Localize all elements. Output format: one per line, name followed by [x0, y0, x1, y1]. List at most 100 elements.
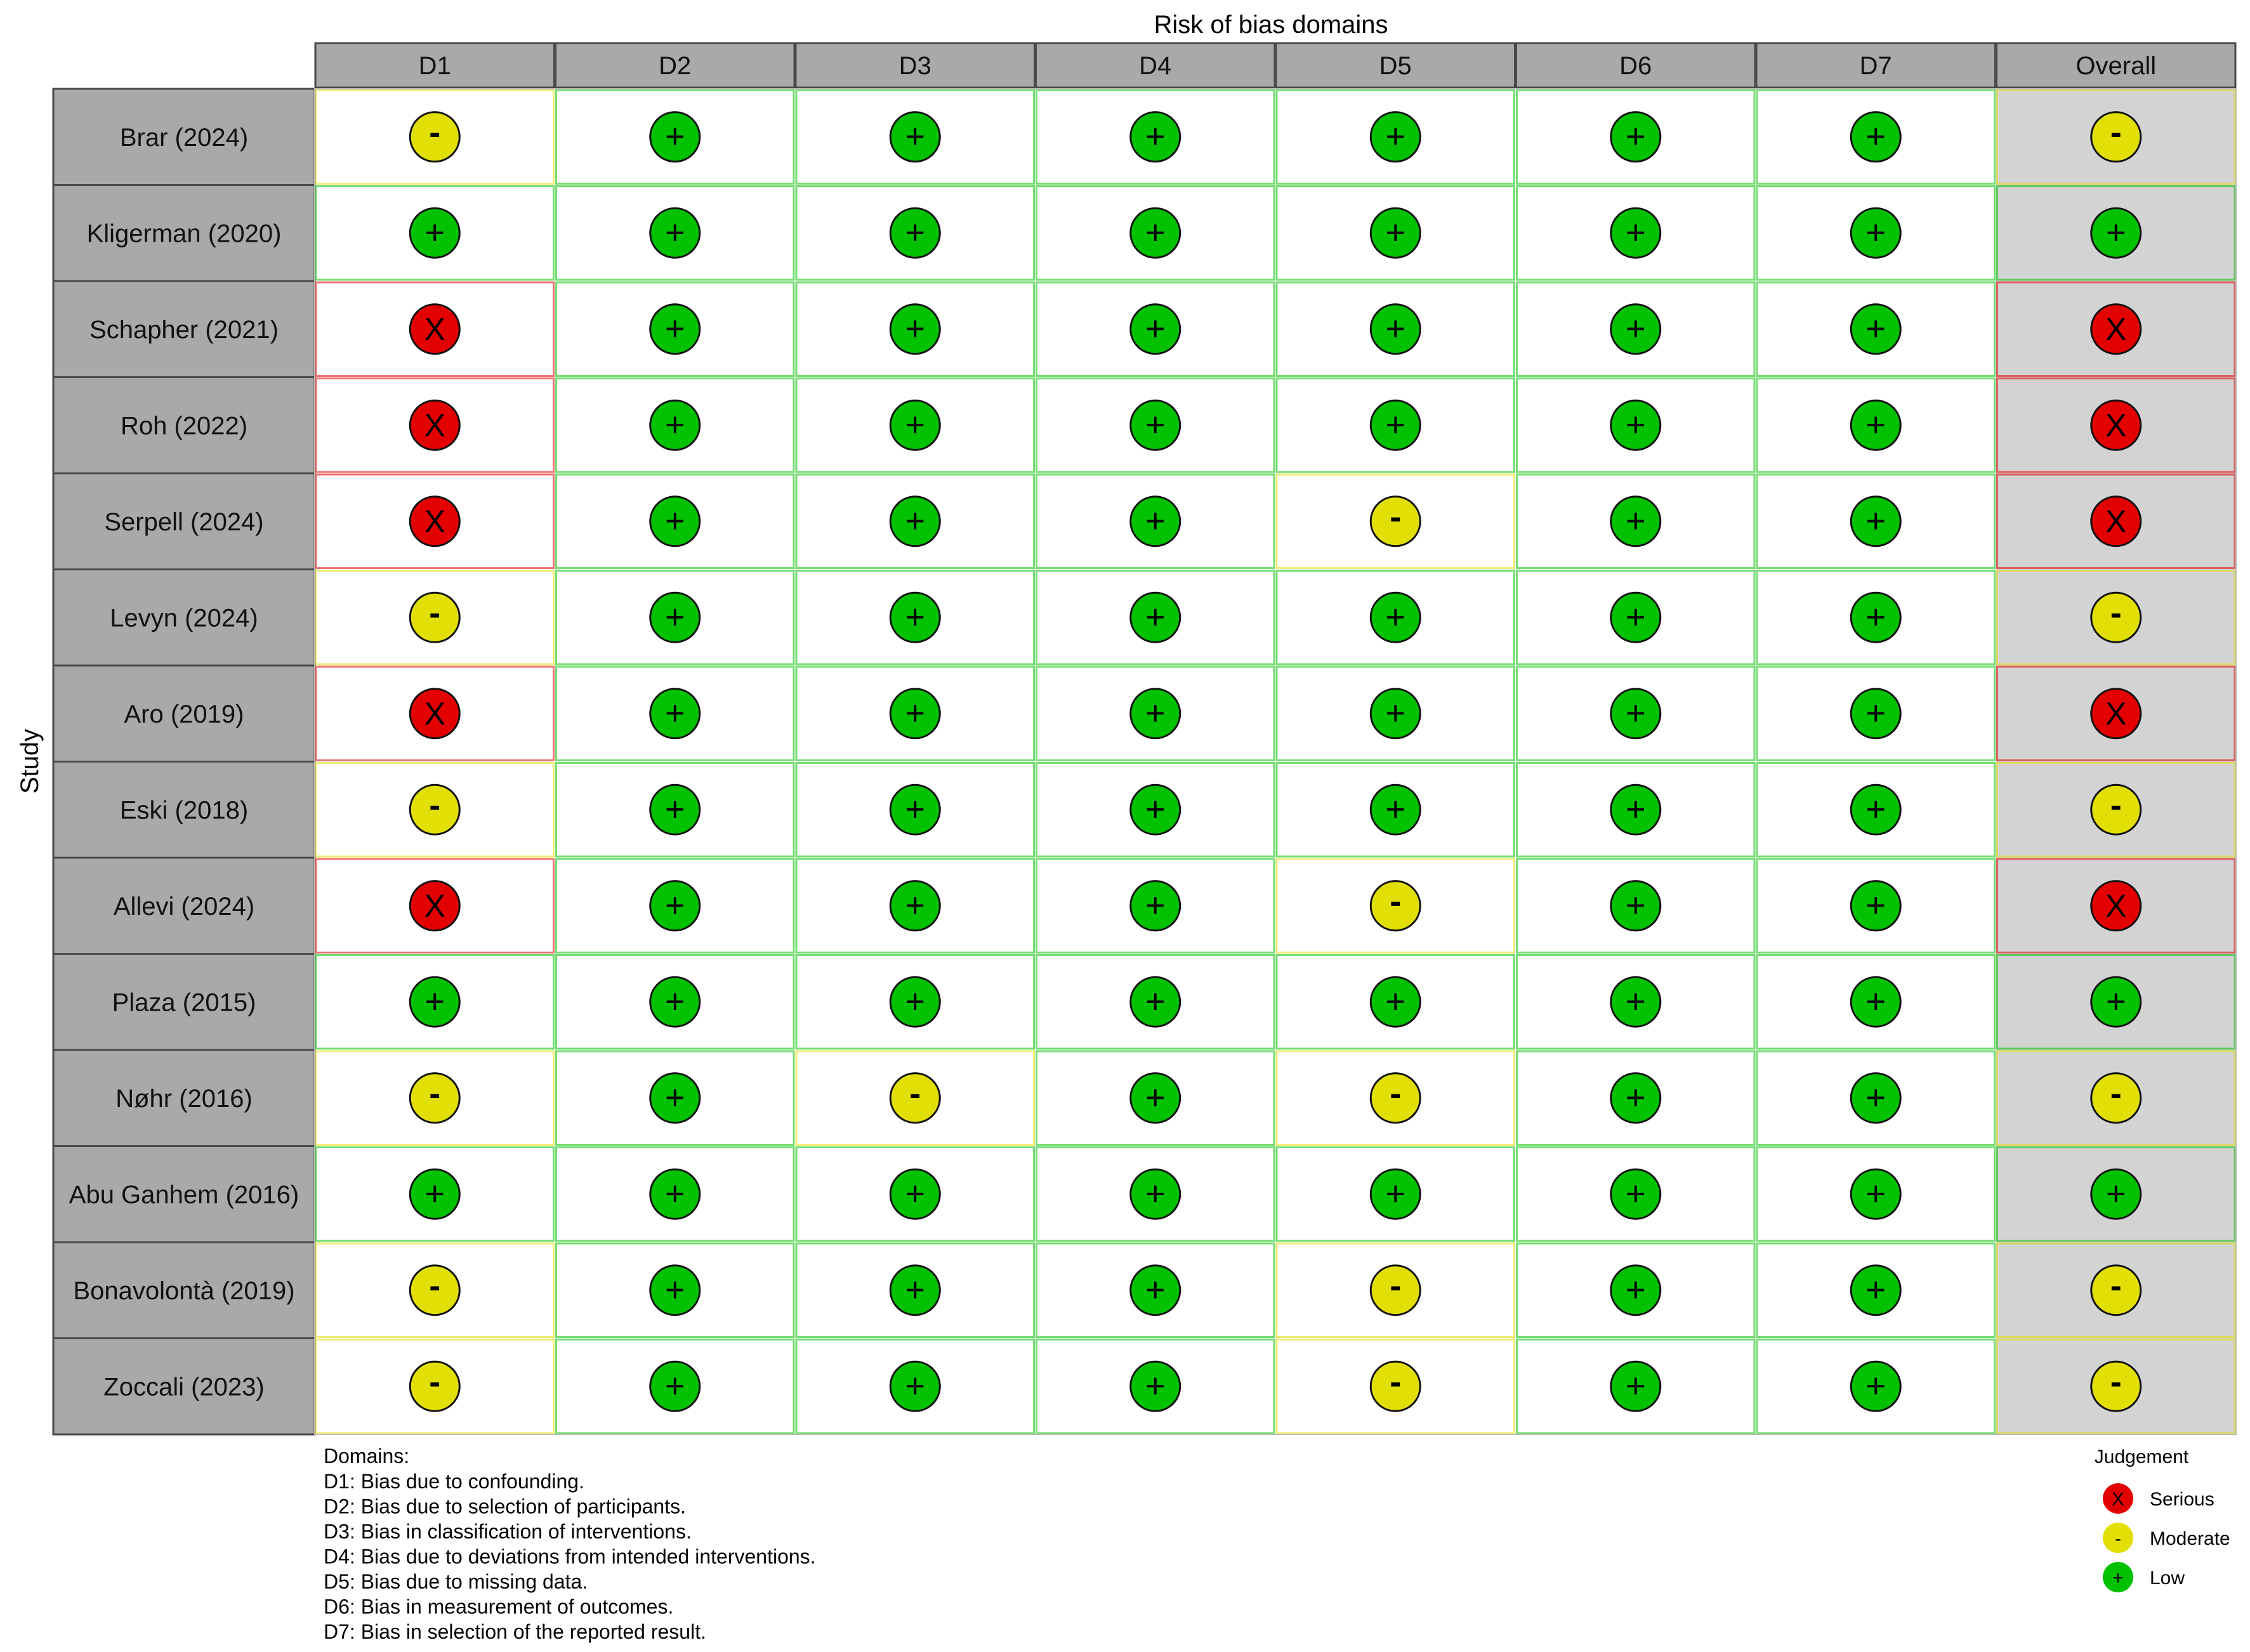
judgement-symbol-kligerman-2020-d1: + [424, 213, 445, 251]
judgement-low-plaza-2015-d3 [889, 976, 941, 1028]
judgement-symbol-roh-2022-d3: + [905, 405, 925, 443]
judgement-low-abu-ganhem-2016-d3 [889, 1168, 941, 1220]
cell-border-plaza-2015-d6 [1516, 954, 1756, 1050]
cell-border-roh-2022-d6 [1516, 377, 1756, 473]
judgement-symbol-abu-ganhem-2016-d2: + [665, 1174, 685, 1212]
judgement-symbol-schapher-2021-d3: + [905, 310, 925, 348]
cell-border-schapher-2021-d3 [795, 281, 1035, 377]
cell-border-levyn-2024-d4 [1036, 570, 1275, 665]
judgement-symbol-bonavolonta-2019-d3: + [905, 1271, 925, 1309]
judgement-symbol-nohr-2016-d6: + [1626, 1078, 1646, 1117]
judgement-low-allevi-2024-d7 [1850, 880, 1902, 932]
judgement-symbol-nohr-2016-d1: - [429, 1075, 440, 1113]
cell-border-plaza-2015-d3 [795, 954, 1035, 1050]
judgement-low-plaza-2015-d5 [1369, 976, 1421, 1028]
cell-border-serpell-2024-d4 [1036, 473, 1275, 569]
cell-border-kligerman-2020-overall [1996, 185, 2236, 281]
judgement-symbol-allevi-2024-d5: - [1390, 882, 1401, 921]
cell-border-allevi-2024-d3 [795, 858, 1035, 954]
cell-border-eski-2018-d3 [795, 762, 1035, 858]
cell-border-zoccali-2023-d3 [795, 1339, 1035, 1434]
judgement-low-abu-ganhem-2016-d7 [1850, 1168, 1902, 1220]
cell-border-bonavolonta-2019-d2 [555, 1242, 795, 1338]
judgement-moderate-zoccali-2023-d5 [1369, 1360, 1421, 1412]
judgement-low-roh-2022-d2 [649, 399, 701, 451]
judgement-symbol-levyn-2024-d5: + [1385, 598, 1405, 636]
judgement-moderate-bonavolonta-2019-overall [2090, 1264, 2142, 1316]
cell-border-levyn-2024-d5 [1275, 570, 1515, 665]
judgement-low-plaza-2015-d4 [1129, 976, 1181, 1028]
judgement-symbol-kligerman-2020-d6: + [1626, 213, 1646, 251]
judgement-symbol-brar-2024-d3: + [905, 117, 925, 155]
judgement-symbol-bonavolonta-2019-d1: - [429, 1267, 440, 1305]
cell-border-bonavolonta-2019-d5 [1275, 1242, 1515, 1338]
judgement-serious-roh-2022-overall [2090, 399, 2142, 451]
cell-border-eski-2018-d4 [1036, 762, 1275, 858]
judgement-symbol-kligerman-2020-d4: + [1145, 213, 1166, 251]
legend-moderate-symbol: - [2115, 1528, 2121, 1549]
cell-border-zoccali-2023-d5 [1275, 1339, 1515, 1434]
judgement-low-kligerman-2020-d7 [1850, 207, 1902, 259]
judgement-symbol-plaza-2015-d1: + [424, 982, 445, 1020]
column-header-d1: D1 [419, 52, 451, 80]
judgement-low-allevi-2024-d4 [1129, 880, 1181, 932]
judgement-low-eski-2018-d7 [1850, 783, 1902, 836]
domains-title: Domains: [324, 1445, 409, 1467]
judgement-symbol-zoccali-2023-d2: + [665, 1367, 685, 1405]
column-header-d7-bg [1755, 42, 1996, 89]
judgement-low-brar-2024-d3 [889, 111, 941, 163]
judgement-low-roh-2022-d3 [889, 399, 941, 451]
cell-border-schapher-2021-d2 [555, 281, 795, 377]
column-header-d7: D7 [1860, 52, 1892, 80]
cell-border-kligerman-2020-d4 [1036, 185, 1275, 281]
study-label-serpell-2024: Serpell (2024) [104, 508, 263, 536]
domain-item-2: D2: Bias due to selection of participant… [324, 1495, 686, 1518]
domain-item-7: D7: Bias in selection of the reported re… [324, 1620, 706, 1643]
study-label-zoccali-2023: Zoccali (2023) [103, 1373, 264, 1401]
judgement-symbol-levyn-2024-d2: + [665, 598, 685, 636]
legend-serious-label: Serious [2150, 1489, 2214, 1510]
cell-border-bonavolonta-2019-d1 [315, 1242, 555, 1338]
judgement-symbol-roh-2022-d2: + [665, 405, 685, 443]
cell-border-aro-2019-d1 [315, 665, 555, 761]
cell-border-abu-ganhem-2016-d4 [1036, 1146, 1275, 1242]
judgement-low-levyn-2024-d2 [649, 591, 701, 643]
judgement-low-kligerman-2020-d5 [1369, 207, 1421, 259]
cell-border-schapher-2021-d6 [1516, 281, 1756, 377]
judgement-low-bonavolonta-2019-d4 [1129, 1264, 1181, 1316]
cell-border-allevi-2024-overall [1996, 858, 2236, 954]
judgement-symbol-kligerman-2020-overall: + [2106, 213, 2126, 251]
cell-border-roh-2022-d4 [1036, 377, 1275, 473]
judgement-low-brar-2024-d5 [1369, 111, 1421, 163]
judgement-low-eski-2018-d2 [649, 783, 701, 836]
judgement-low-schapher-2021-d3 [889, 303, 941, 355]
judgement-low-aro-2019-d5 [1369, 688, 1421, 740]
judgement-moderate-levyn-2024-d1 [409, 591, 461, 643]
cell-border-abu-ganhem-2016-d6 [1516, 1146, 1756, 1242]
cell-border-nohr-2016-overall [1996, 1050, 2236, 1146]
legend-moderate-label: Moderate [2150, 1528, 2230, 1549]
judgement-symbol-nohr-2016-d2: + [665, 1078, 685, 1117]
cell-border-zoccali-2023-d1 [315, 1339, 555, 1434]
judgement-symbol-schapher-2021-d1: X [424, 311, 445, 347]
cell-border-aro-2019-d7 [1756, 665, 1996, 761]
cell-border-nohr-2016-d4 [1036, 1050, 1275, 1146]
legend-low-label: Low [2150, 1568, 2185, 1589]
judgement-symbol-zoccali-2023-d1: - [429, 1363, 440, 1401]
judgement-symbol-bonavolonta-2019-overall: - [2110, 1267, 2122, 1305]
domain-item-1: D1: Bias due to confounding. [324, 1470, 584, 1493]
judgement-symbol-bonavolonta-2019-d2: + [665, 1271, 685, 1309]
cell-border-zoccali-2023-overall [1996, 1339, 2236, 1434]
study-label-eski-2018: Eski (2018) [120, 796, 248, 824]
judgement-symbol-roh-2022-d4: + [1145, 405, 1166, 443]
judgement-low-abu-ganhem-2016-d1 [409, 1168, 461, 1220]
judgement-low-zoccali-2023-d2 [649, 1360, 701, 1412]
judgement-low-aro-2019-d7 [1850, 688, 1902, 740]
judgement-symbol-zoccali-2023-d5: - [1390, 1363, 1401, 1401]
judgement-symbol-brar-2024-overall: - [2110, 114, 2122, 152]
judgement-moderate-nohr-2016-overall [2090, 1072, 2142, 1124]
cell-border-nohr-2016-d7 [1756, 1050, 1996, 1146]
cell-border-levyn-2024-d7 [1756, 570, 1996, 665]
judgement-low-serpell-2024-d7 [1850, 495, 1902, 547]
study-label-levyn-2024: Levyn (2024) [110, 604, 258, 632]
